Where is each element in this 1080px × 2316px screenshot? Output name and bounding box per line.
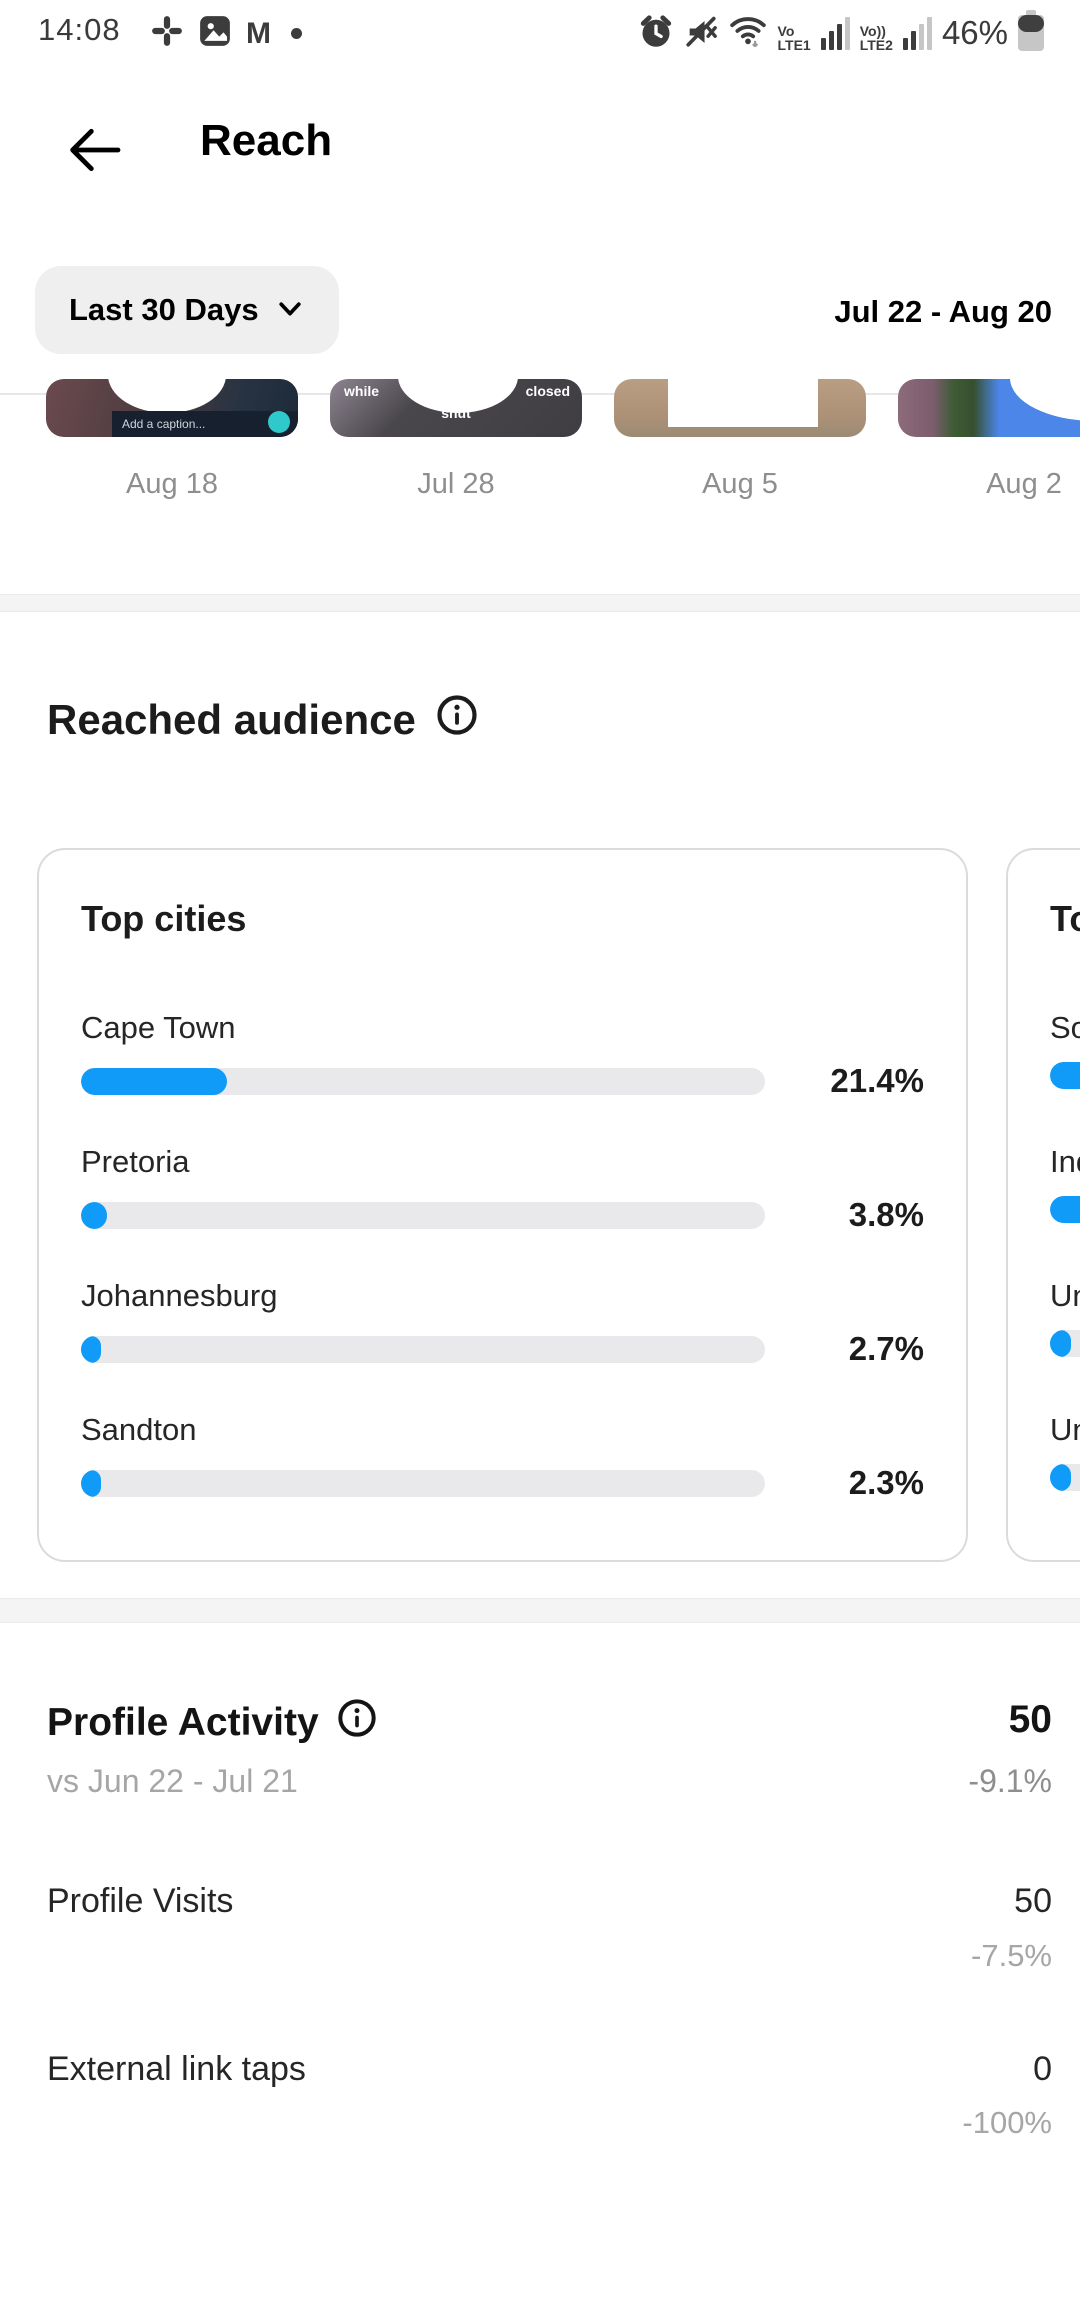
thumbnail-date: Aug 18 — [126, 468, 218, 500]
top-countries-card-partial[interactable]: To Sou Indi Uni — [1006, 848, 1080, 1562]
city-row: Pretoria 3.8% — [81, 1144, 924, 1234]
page-title: Reach — [200, 116, 333, 165]
city-percentage: 21.4% — [830, 1062, 924, 1099]
progress-bar-fill — [81, 1201, 107, 1229]
metric-label: External link taps — [47, 2050, 306, 2088]
metric-value: 50 — [1014, 1882, 1052, 1920]
city-percentage: 3.8% — [848, 1196, 924, 1233]
city-percentage: 2.3% — [848, 1464, 924, 1501]
city-name: Johannesburg — [81, 1278, 278, 1313]
progress-bar-fill — [1050, 1464, 1071, 1491]
progress-bar-track — [81, 1469, 765, 1497]
progress-bar-track — [81, 1335, 765, 1363]
card-title: Top cities — [81, 898, 247, 939]
post-thumbnail-2[interactable]: while closed shut — [330, 379, 582, 437]
gallery-icon — [198, 14, 232, 53]
post-thumbnail-3[interactable] — [614, 379, 866, 437]
thumbnail-date: Aug 2 — [986, 468, 1062, 500]
thumbnail-text: closed — [525, 383, 570, 399]
progress-bar-fill — [81, 1469, 101, 1497]
signal-bars-sim1 — [820, 17, 850, 54]
info-icon[interactable] — [337, 1698, 377, 1748]
progress-bar-fill — [1050, 1196, 1080, 1223]
profile-activity-title: Profile Activity — [47, 1701, 319, 1744]
section-divider — [0, 1598, 1080, 1623]
country-row: Uni — [1050, 1278, 1080, 1357]
progress-bar-fill — [1050, 1330, 1071, 1357]
city-percentage: 2.7% — [848, 1330, 924, 1367]
gmail-icon: M — [246, 16, 271, 50]
top-cities-card[interactable]: Top cities Cape Town 21.4% Pretoria 3.8%… — [37, 848, 968, 1562]
city-name: Pretoria — [81, 1144, 190, 1179]
notification-icons: M — [150, 14, 302, 53]
country-row: Uni — [1050, 1412, 1080, 1491]
thumbnail-white-block — [668, 379, 818, 427]
progress-bar-track — [81, 1067, 765, 1095]
city-row: Johannesburg 2.7% — [81, 1278, 924, 1368]
thumbnail-text: shut — [441, 405, 471, 421]
battery-percent: 46% — [941, 14, 1008, 51]
date-range-dropdown[interactable]: Last 30 Days — [35, 266, 339, 354]
more-notifications-dot — [291, 28, 302, 39]
section-divider — [0, 594, 1080, 612]
country-row: Sou — [1050, 1010, 1080, 1089]
progress-bar-fill — [1050, 1062, 1080, 1089]
info-icon[interactable] — [436, 694, 478, 746]
progress-bar-track — [1050, 1464, 1080, 1491]
lte1-label: Vo LTE1 — [777, 23, 811, 53]
thumbnail-date: Jul 28 — [417, 468, 495, 500]
post-thumbnail-1[interactable]: Add a caption... — [46, 379, 298, 437]
reached-audience-heading: Reached audience — [47, 694, 478, 746]
system-nav-bar — [0, 2196, 1080, 2316]
profile-activity-delta: -9.1% — [968, 1763, 1052, 1799]
battery-icon — [1018, 10, 1044, 54]
profile-activity-heading: Profile Activity — [47, 1698, 377, 1748]
status-bar: 14:08 M — [0, 0, 1080, 64]
progress-bar-track — [1050, 1062, 1080, 1089]
city-row: Sandton 2.3% — [81, 1412, 924, 1502]
status-bar-system-icons: Vo LTE1 Vo)) LTE2 46% — [638, 10, 1044, 54]
mute-icon — [684, 15, 718, 54]
country-name: Uni — [1050, 1412, 1080, 1447]
metric-delta: -100% — [962, 2105, 1052, 2140]
metric-value: 0 — [1033, 2050, 1052, 2088]
back-button[interactable] — [62, 118, 126, 182]
country-name: Indi — [1050, 1144, 1080, 1179]
thumbnail-text: while — [344, 383, 380, 399]
slack-icon — [150, 14, 184, 53]
progress-bar-track — [1050, 1330, 1080, 1357]
thumbnail-caption: Add a caption... — [112, 411, 298, 437]
wifi-icon — [728, 11, 768, 54]
post-thumbnail-4[interactable] — [898, 379, 1080, 437]
metric-label: Profile Visits — [47, 1882, 234, 1920]
thumbnail-date: Aug 5 — [702, 468, 778, 500]
chevron-down-icon — [275, 293, 305, 328]
progress-bar-fill — [81, 1335, 101, 1363]
country-row: Indi — [1050, 1144, 1080, 1223]
thumbnail-accent-dot — [268, 411, 290, 433]
country-name: Uni — [1050, 1278, 1080, 1313]
lte2-label: Vo)) LTE2 — [859, 23, 893, 53]
city-row: Cape Town 21.4% — [81, 1010, 924, 1100]
card-title: To — [1050, 898, 1080, 939]
date-range-dropdown-label: Last 30 Days — [69, 292, 259, 327]
progress-bar-fill — [81, 1067, 228, 1095]
profile-activity-total: 50 — [1008, 1698, 1052, 1741]
reached-audience-title: Reached audience — [47, 696, 416, 743]
alarm-icon — [638, 13, 674, 54]
selected-date-range: Jul 22 - Aug 20 — [834, 294, 1052, 329]
signal-bars-sim2 — [902, 17, 932, 54]
clock-time: 14:08 — [38, 12, 121, 47]
city-name: Sandton — [81, 1412, 197, 1447]
metric-delta: -7.5% — [971, 1938, 1052, 1973]
progress-bar-track — [1050, 1196, 1080, 1223]
progress-bar-track — [81, 1201, 765, 1229]
country-name: Sou — [1050, 1010, 1080, 1045]
comparison-period: vs Jun 22 - Jul 21 — [47, 1763, 298, 1799]
city-name: Cape Town — [81, 1010, 236, 1045]
